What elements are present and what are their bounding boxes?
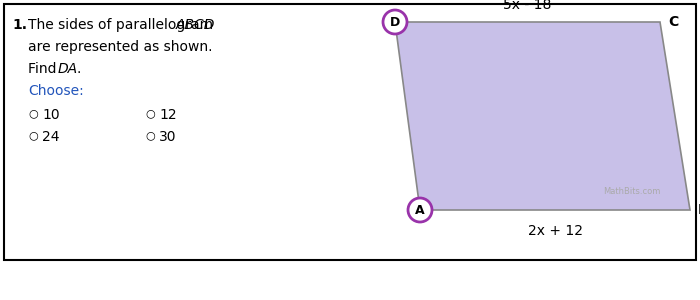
Text: 10: 10	[42, 108, 60, 122]
Polygon shape	[395, 22, 690, 210]
Text: DA: DA	[58, 62, 78, 76]
Text: Find: Find	[28, 62, 61, 76]
Text: 30: 30	[159, 130, 176, 144]
Text: ABCD: ABCD	[176, 18, 216, 32]
Text: 24: 24	[42, 130, 60, 144]
Text: are represented as shown.: are represented as shown.	[28, 40, 213, 54]
Circle shape	[408, 198, 432, 222]
Text: B: B	[698, 203, 700, 217]
Text: ○: ○	[28, 130, 38, 140]
Text: ○: ○	[145, 130, 155, 140]
Text: ○: ○	[28, 108, 38, 118]
Bar	[4, 4, 696, 260]
Text: MathBits.com: MathBits.com	[603, 188, 660, 196]
Text: 12: 12	[159, 108, 176, 122]
Text: 1.: 1.	[12, 18, 27, 32]
Text: Choose:: Choose:	[28, 84, 84, 98]
Text: C: C	[668, 15, 678, 29]
Text: 5x - 18: 5x - 18	[503, 0, 552, 12]
Text: ○: ○	[145, 108, 155, 118]
Circle shape	[383, 10, 407, 34]
Text: The sides of parallelogram: The sides of parallelogram	[28, 18, 218, 32]
Text: .: .	[77, 62, 81, 76]
Text: 2x + 12: 2x + 12	[528, 224, 582, 238]
Text: D: D	[390, 16, 400, 28]
Text: A: A	[415, 203, 425, 217]
